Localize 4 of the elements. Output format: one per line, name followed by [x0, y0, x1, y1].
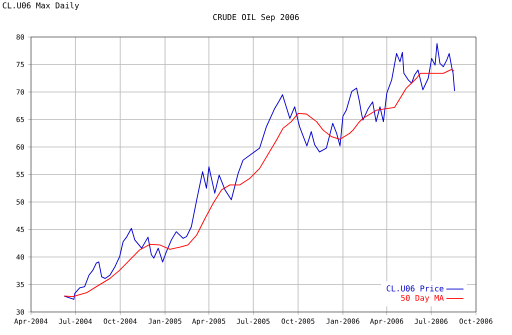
- chart-title: CRUDE OIL Sep 2006: [213, 14, 299, 22]
- legend-label: 50 Day MA: [401, 294, 444, 302]
- legend-label: CL.U06 Price: [386, 285, 444, 292]
- text: CL.U06 Max Daily: [2, 2, 79, 10]
